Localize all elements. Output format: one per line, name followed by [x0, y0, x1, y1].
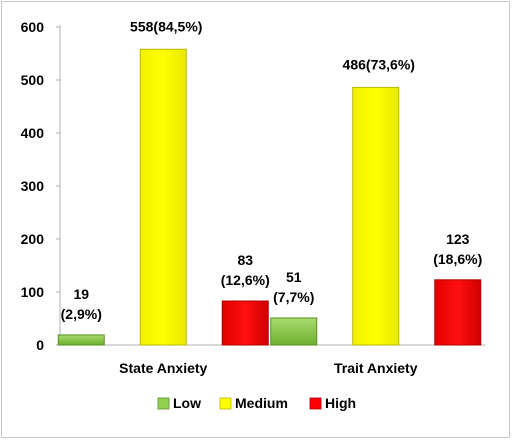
bar-medium [139, 48, 187, 346]
legend-swatch-medium [219, 397, 232, 410]
y-tick-label: 300 [21, 178, 45, 194]
x-category-label: State Anxiety [119, 360, 207, 376]
axes: 0 100 200 300 400 500 600 State Anxiety Trait An… [21, 19, 485, 376]
data-label: (7,7%) [273, 289, 314, 305]
legend: Low Medium High [157, 395, 356, 411]
legend-swatch-high [309, 397, 322, 410]
y-tick-label: 600 [21, 19, 45, 35]
legend-label-high: High [325, 395, 356, 411]
bar-low [270, 317, 318, 346]
data-label: 558(84,5%) [130, 18, 202, 34]
legend-swatch-low [157, 397, 170, 410]
data-labels: 19 (2,9%) 558(84,5%) 83 (12,6%) 51 (7,7%) 486(7… [61, 18, 483, 322]
bar-high [434, 279, 482, 346]
data-label: (2,9%) [61, 306, 102, 322]
data-label: 83 [237, 252, 253, 268]
bar-medium [352, 86, 400, 346]
data-label: 19 [73, 286, 89, 302]
bar-high [221, 300, 269, 346]
bars [57, 48, 482, 346]
y-tick-label: 100 [21, 284, 45, 300]
legend-label-medium: Medium [235, 395, 288, 411]
data-label: 123 [446, 231, 470, 247]
data-label: 51 [286, 269, 302, 285]
data-label: 486(73,6%) [343, 56, 415, 72]
y-tick-label: 200 [21, 231, 45, 247]
x-category-label: Trait Anxiety [334, 360, 418, 376]
data-label: (12,6%) [221, 272, 270, 288]
y-tick-label: 500 [21, 72, 45, 88]
y-tick-label: 0 [36, 337, 44, 353]
bar-low [57, 334, 105, 346]
y-tick-label: 400 [21, 125, 45, 141]
legend-label-low: Low [173, 395, 201, 411]
data-label: (18,6%) [433, 251, 482, 267]
